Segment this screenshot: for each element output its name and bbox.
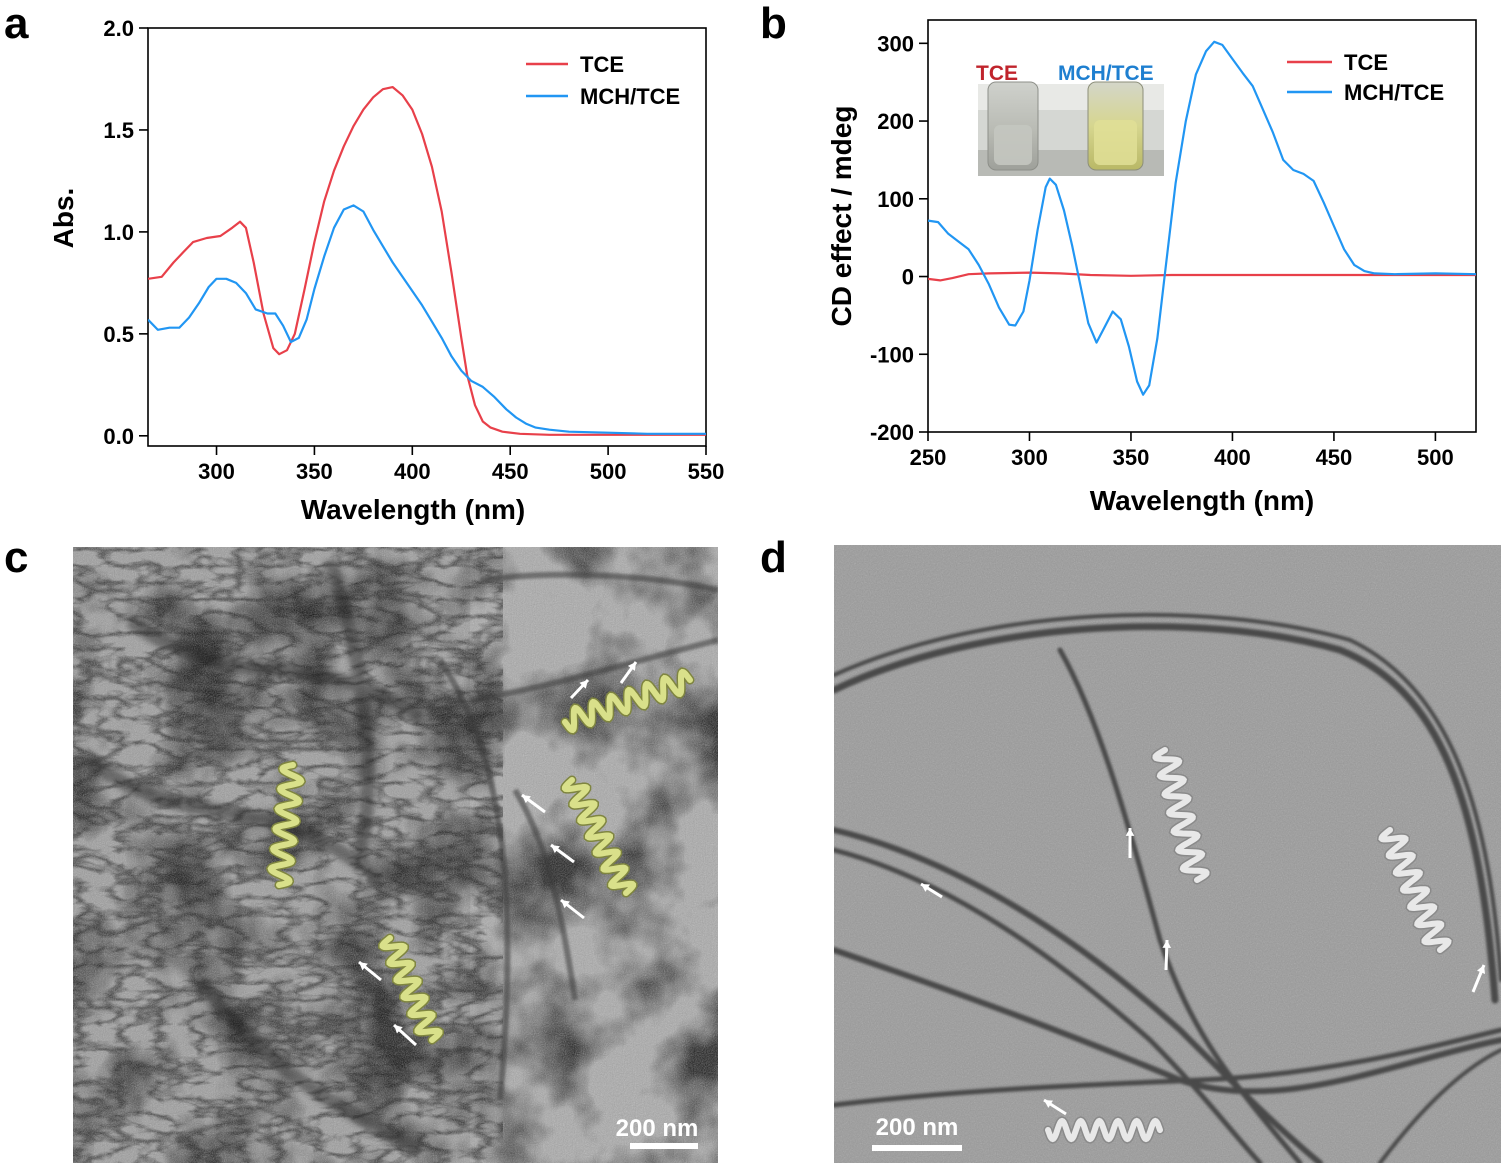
helix-model [560,775,638,898]
scale-label-c: 200 nm [616,1115,699,1142]
helix-models-c [265,667,695,1045]
panel-label-c: c [4,533,28,582]
chart-a-series-tce [148,86,706,436]
chart-b-series-tce [928,271,1476,282]
chart-a-xtick-label: 550 [688,459,725,484]
chart-b-inset-photo: TCE MCH/TCE [976,62,1164,176]
arrow-marker [1162,939,1172,971]
arrows-d [920,828,1486,1116]
micrograph-d: 200 nm [834,545,1501,1163]
chart-b-ytick-label: 300 [877,31,914,56]
chart-a-frame [147,27,707,447]
chart-a-ytick-label: 1.5 [103,118,134,143]
chart-a-ytick-label: 0.0 [103,424,134,449]
scale-label-d: 200 nm [876,1114,959,1141]
helix-model [1376,825,1454,955]
chart-b-xtick-label: 300 [1011,445,1048,470]
helix-model [265,760,307,890]
chart-b-xtick-label: 450 [1316,445,1353,470]
inset-label-tce: TCE [976,62,1018,85]
chart-a-ytick-label: 1.0 [103,220,134,245]
chart-b-xtick-label: 500 [1417,445,1454,470]
chart-a-legend-mch: MCH/TCE [580,84,680,109]
arrow-marker [392,1023,418,1047]
arrows-c [358,661,638,1047]
chart-b-legend-tce: TCE [1344,50,1388,75]
chart-a-xlabel: Wavelength (nm) [301,494,526,525]
chart-a-xtick-label: 400 [394,459,431,484]
helix-model [378,933,444,1045]
arrow-marker [550,843,575,864]
chart-b-xtick-label: 400 [1214,445,1251,470]
chart-b-legend-mch: MCH/TCE [1344,80,1444,105]
chart-b-xlabel: Wavelength (nm) [1090,485,1315,516]
scale-bar-c [630,1143,698,1149]
chart-b-cd: 250 300 350 400 450 500 -200 -100 0 100 200 300 Wav… [826,19,1477,516]
chart-a-ticks: 300 350 400 450 500 550 0.0 0.5 1.0 1.5 2.0 [103,16,724,484]
chart-a-xtick-label: 350 [296,459,333,484]
chart-a-ytick-label: 0.5 [103,322,134,347]
arrow-marker [560,898,585,920]
chart-a-xtick-label: 500 [590,459,627,484]
arrow-marker [1043,1098,1067,1116]
chart-a-series [148,86,706,436]
chart-b-series-mch-tce [928,40,1476,396]
helix-model [1150,745,1212,885]
arrow-marker [1125,828,1135,858]
chart-a-legend: TCE MCH/TCE [526,52,680,109]
arrow-marker [619,661,638,684]
chart-a-absorption: 300 350 400 450 500 550 0.0 0.5 1.0 1.5 2.0 Wavele… [48,16,724,525]
chart-b-ytick-label: 200 [877,109,914,134]
chart-b-ytick-label: 0 [902,265,914,290]
chart-b-ytick-label: -100 [870,342,914,367]
chart-b-ytick-label: -200 [870,420,914,445]
panel-label-d: d [760,533,787,582]
chart-a-xtick-label: 300 [198,459,235,484]
inset-label-mch: MCH/TCE [1058,62,1154,85]
helix-model [560,667,695,735]
panel-label-a: a [4,0,29,48]
micrograph-c: 200 nm [73,547,718,1163]
chart-a-xtick-label: 450 [492,459,529,484]
arrow-marker [569,678,590,700]
chart-b-frame [927,19,1477,433]
panel-label-b: b [760,0,787,48]
arrow-marker [1471,964,1486,993]
chart-a-ytick-label: 2.0 [103,16,134,41]
chart-a-legend-tce: TCE [580,52,624,77]
chart-b-ytick-label: 100 [877,187,914,212]
helix-model [1043,1116,1165,1144]
arrow-marker [358,960,382,982]
chart-a-series-mch-tce [148,204,706,435]
chart-b-ticks: 250 300 350 400 450 500 -200 -100 0 100 200 300 [870,31,1454,470]
chart-b-series [928,40,1476,396]
scale-bar-d [872,1145,962,1151]
arrow-marker [521,793,546,814]
arrow-marker [920,882,943,899]
chart-a-ylabel: Abs. [48,188,79,249]
helix-models-d [1043,745,1454,1144]
chart-b-xtick-label: 350 [1113,445,1150,470]
chart-b-xtick-label: 250 [910,445,947,470]
chart-b-legend: TCE MCH/TCE [1287,50,1444,105]
chart-b-ylabel: CD effect / mdeg [826,106,857,327]
